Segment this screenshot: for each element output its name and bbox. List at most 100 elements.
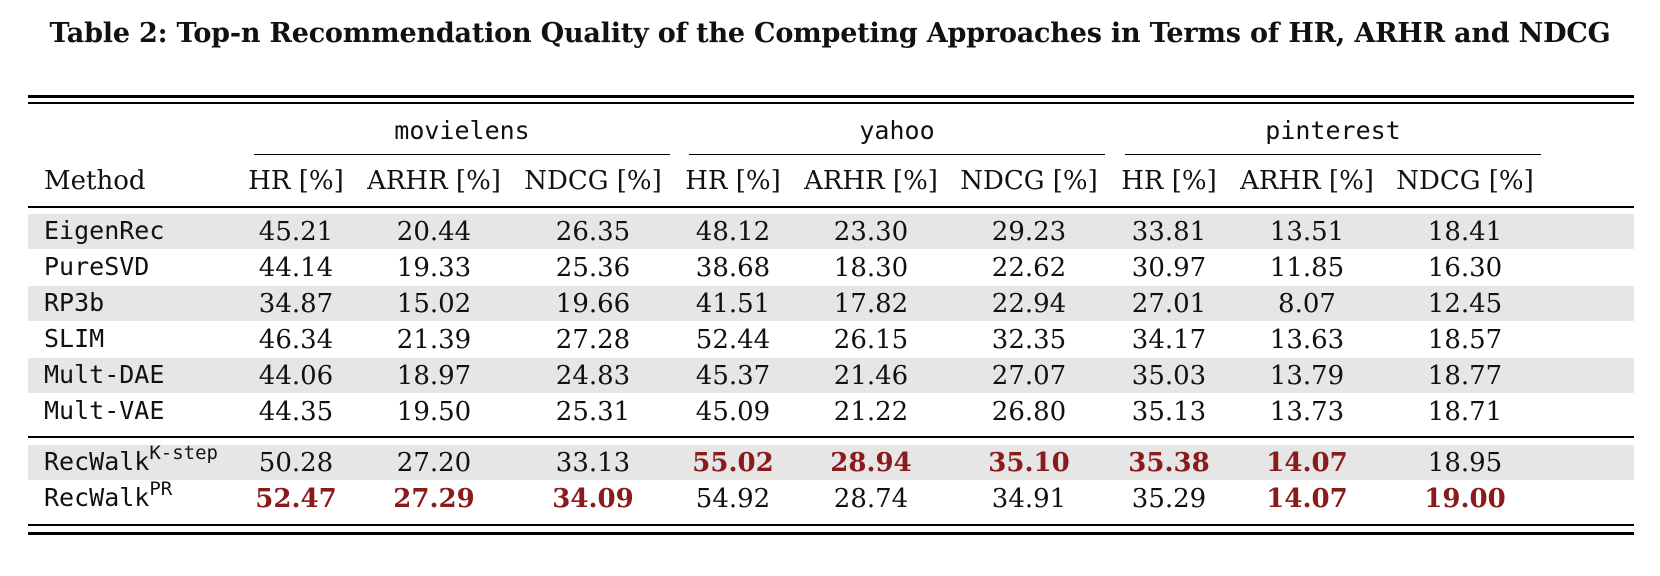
table-cell: 18.71 <box>1427 397 1503 427</box>
table-cell: 38.68 <box>695 253 771 283</box>
table-cell: 23.30 <box>833 217 909 247</box>
table-cell: 28.94 <box>830 448 912 478</box>
table-cell: 52.47 <box>255 484 337 514</box>
table-caption: Table 2: Top-n Recommendation Quality of… <box>49 18 1611 49</box>
bottom-rule <box>28 524 1634 526</box>
metric-header: ARHR [%] <box>1240 166 1374 196</box>
table-cell: 14.07 <box>1266 484 1348 514</box>
group-header-yahoo: yahoo <box>859 116 935 145</box>
table-cell: 16.30 <box>1427 253 1503 283</box>
method-superscript: PR <box>149 477 173 500</box>
bottom-rule-outer <box>28 532 1634 535</box>
header-rule <box>28 206 1634 208</box>
table-cell: 30.97 <box>1131 253 1207 283</box>
table-cell: 34.09 <box>552 484 634 514</box>
group-underline-movielens <box>254 154 670 155</box>
table-cell: 45.09 <box>695 397 771 427</box>
table-cell: 26.35 <box>555 217 631 247</box>
table-cell: 25.31 <box>555 397 631 427</box>
table-cell: 35.10 <box>988 448 1070 478</box>
table-cell: 18.95 <box>1427 448 1503 478</box>
group-header-pinterest: pinterest <box>1265 116 1401 145</box>
table-cell: 20.44 <box>396 217 472 247</box>
row-shading <box>28 286 1634 321</box>
method-name: Mult-VAE <box>44 396 165 425</box>
table-cell: 50.28 <box>258 448 334 478</box>
table-cell: 45.37 <box>695 361 771 391</box>
method-name: Mult-DAE <box>44 360 165 389</box>
table-cell: 27.07 <box>991 361 1067 391</box>
table-cell: 19.50 <box>396 397 472 427</box>
table-cell: 44.14 <box>258 253 334 283</box>
mid-rule <box>28 436 1634 438</box>
table-cell: 44.06 <box>258 361 334 391</box>
method-name: RP3b <box>44 288 105 317</box>
table-cell: 44.35 <box>258 397 334 427</box>
table-cell: 48.12 <box>695 217 771 247</box>
table-cell: 35.29 <box>1131 484 1207 514</box>
table-cell: 33.13 <box>555 448 631 478</box>
table-cell: 14.07 <box>1266 448 1348 478</box>
table-cell: 18.57 <box>1427 325 1503 355</box>
metric-header: HR [%] <box>248 166 344 196</box>
method-column-header: Method <box>44 166 146 196</box>
table-cell: 25.36 <box>555 253 631 283</box>
group-underline-pinterest <box>1125 154 1541 155</box>
method-name: EigenRec <box>44 216 165 245</box>
table-cell: 34.87 <box>258 289 334 319</box>
table-cell: 34.17 <box>1131 325 1207 355</box>
metric-header: HR [%] <box>1121 166 1217 196</box>
table-cell: 8.07 <box>1278 289 1336 319</box>
table-cell: 52.44 <box>695 325 771 355</box>
metric-header: NDCG [%] <box>1396 166 1534 196</box>
table-cell: 21.46 <box>833 361 909 391</box>
table-cell: 18.77 <box>1427 361 1503 391</box>
method-name: RecWalkPR <box>44 477 173 512</box>
table-cell: 46.34 <box>258 325 334 355</box>
table-cell: 35.13 <box>1131 397 1207 427</box>
table-cell: 17.82 <box>833 289 909 319</box>
table-cell: 13.79 <box>1269 361 1345 391</box>
table-cell: 12.45 <box>1427 289 1503 319</box>
table-cell: 11.85 <box>1269 253 1345 283</box>
table-cell: 27.01 <box>1131 289 1207 319</box>
table-cell: 29.23 <box>991 217 1067 247</box>
metric-header: NDCG [%] <box>960 166 1098 196</box>
group-header-movielens: movielens <box>394 116 530 145</box>
table-cell: 55.02 <box>692 448 774 478</box>
table-cell: 35.38 <box>1128 448 1210 478</box>
table-cell: 21.22 <box>833 397 909 427</box>
table-cell: 32.35 <box>991 325 1067 355</box>
table-cell: 19.00 <box>1424 484 1506 514</box>
table-cell: 13.73 <box>1269 397 1345 427</box>
table-cell: 34.91 <box>991 484 1067 514</box>
metric-header: ARHR [%] <box>804 166 938 196</box>
row-shading <box>28 445 1634 480</box>
table-cell: 26.80 <box>991 397 1067 427</box>
row-shading <box>28 214 1634 249</box>
table-cell: 27.29 <box>393 484 475 514</box>
table-cell: 27.20 <box>396 448 472 478</box>
group-underline-yahoo <box>689 154 1105 155</box>
metric-header: HR [%] <box>685 166 781 196</box>
table-cell: 19.33 <box>396 253 472 283</box>
top-rule <box>28 95 1634 98</box>
table-cell: 28.74 <box>833 484 909 514</box>
table-cell: 22.94 <box>991 289 1067 319</box>
table-cell: 24.83 <box>555 361 631 391</box>
table-cell: 45.21 <box>258 217 334 247</box>
table-cell: 15.02 <box>396 289 472 319</box>
table-cell: 19.66 <box>555 289 631 319</box>
table-cell: 35.03 <box>1131 361 1207 391</box>
method-name: SLIM <box>44 324 105 353</box>
table-cell: 18.97 <box>396 361 472 391</box>
table-cell: 33.81 <box>1131 217 1207 247</box>
table-cell: 18.30 <box>833 253 909 283</box>
table-cell: 54.92 <box>695 484 771 514</box>
table-cell: 27.28 <box>555 325 631 355</box>
method-name: RecWalkK-step <box>44 441 218 476</box>
metric-header: ARHR [%] <box>367 166 501 196</box>
table-cell: 13.63 <box>1269 325 1345 355</box>
table-cell: 41.51 <box>695 289 771 319</box>
top-rule-inner <box>28 102 1634 104</box>
